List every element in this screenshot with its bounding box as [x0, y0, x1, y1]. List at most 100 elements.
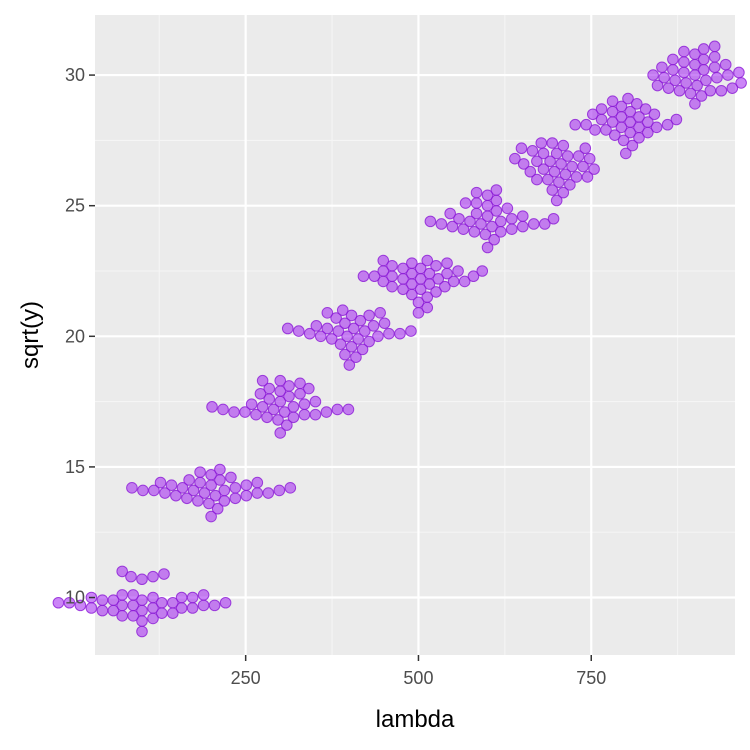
data-point [647, 69, 659, 81]
data-point [272, 414, 284, 426]
data-point [136, 625, 148, 638]
data-point [378, 317, 391, 330]
data-point [670, 113, 683, 126]
data-point [294, 377, 306, 390]
data-point [412, 296, 425, 309]
data-point [559, 168, 572, 181]
data-point [424, 215, 437, 228]
data-point [662, 82, 675, 94]
data-point [537, 163, 550, 175]
y-axis-title: sqrt(y) [17, 301, 44, 369]
data-point [622, 92, 634, 105]
data-point [211, 502, 224, 515]
data-point [572, 150, 585, 162]
data-point [298, 398, 311, 411]
data-point [446, 220, 459, 233]
data-point [183, 474, 195, 486]
data-point [639, 103, 652, 115]
data-point [205, 468, 217, 481]
data-point [457, 223, 470, 236]
data-point [358, 325, 371, 337]
data-point [158, 568, 170, 580]
data-point [467, 270, 480, 283]
data-point [708, 61, 721, 74]
data-point [52, 596, 65, 609]
data-point [303, 382, 315, 395]
data-point [263, 382, 276, 395]
data-point [650, 121, 663, 134]
data-point [678, 56, 690, 68]
data-point [589, 124, 601, 136]
data-point [251, 487, 264, 499]
data-point [726, 82, 739, 94]
data-point [356, 343, 369, 356]
data-point [459, 197, 472, 209]
data-point [342, 403, 355, 416]
data-point [719, 58, 732, 71]
data-point [325, 333, 338, 345]
data-point [116, 589, 128, 601]
data-point [405, 325, 417, 337]
y-tick-label: 10 [65, 588, 85, 608]
data-point [715, 84, 728, 97]
data-point [386, 259, 398, 272]
data-point [310, 320, 323, 332]
data-point [548, 165, 561, 178]
data-point [350, 351, 362, 364]
data-point [669, 74, 681, 87]
data-point [240, 479, 253, 492]
data-point [432, 273, 445, 285]
data-point [414, 262, 427, 275]
data-point [633, 111, 645, 123]
data-point [488, 233, 500, 246]
data-point [334, 338, 347, 350]
data-point [544, 155, 556, 168]
data-point [439, 280, 451, 293]
data-point [515, 142, 528, 155]
data-point [256, 401, 269, 413]
data-point [147, 570, 159, 583]
data-point [481, 189, 494, 202]
data-point [154, 476, 167, 489]
data-point [689, 98, 701, 110]
data-point [656, 61, 668, 74]
data-point [531, 155, 543, 168]
data-point [421, 291, 434, 303]
data-point [229, 492, 242, 505]
data-point [374, 306, 386, 319]
y-tick-label: 20 [65, 326, 85, 346]
data-point [658, 71, 670, 84]
data-point [254, 387, 267, 400]
data-point [569, 118, 581, 131]
data-point [267, 403, 280, 416]
data-point [583, 152, 596, 165]
data-point [697, 43, 710, 55]
data-point [430, 259, 442, 272]
data-point [464, 215, 476, 228]
data-point [345, 340, 358, 353]
data-point [357, 270, 370, 283]
data-point [550, 147, 563, 160]
data-point [678, 66, 690, 79]
data-point [281, 322, 294, 335]
data-point [309, 408, 322, 421]
data-point [527, 218, 540, 230]
data-point [176, 482, 189, 494]
data-point [517, 158, 530, 170]
data-point [695, 90, 708, 102]
data-point [689, 48, 701, 60]
data-point [205, 510, 217, 523]
data-point [181, 492, 193, 505]
data-point [475, 218, 487, 230]
data-point [309, 395, 322, 408]
data-point [377, 254, 390, 267]
x-axis-title: lambda [376, 706, 455, 733]
data-point [225, 471, 237, 484]
data-point [341, 330, 353, 343]
data-point [330, 312, 342, 324]
data-point [383, 327, 395, 340]
data-point [194, 466, 206, 478]
data-point [444, 207, 456, 220]
data-point [137, 484, 149, 497]
